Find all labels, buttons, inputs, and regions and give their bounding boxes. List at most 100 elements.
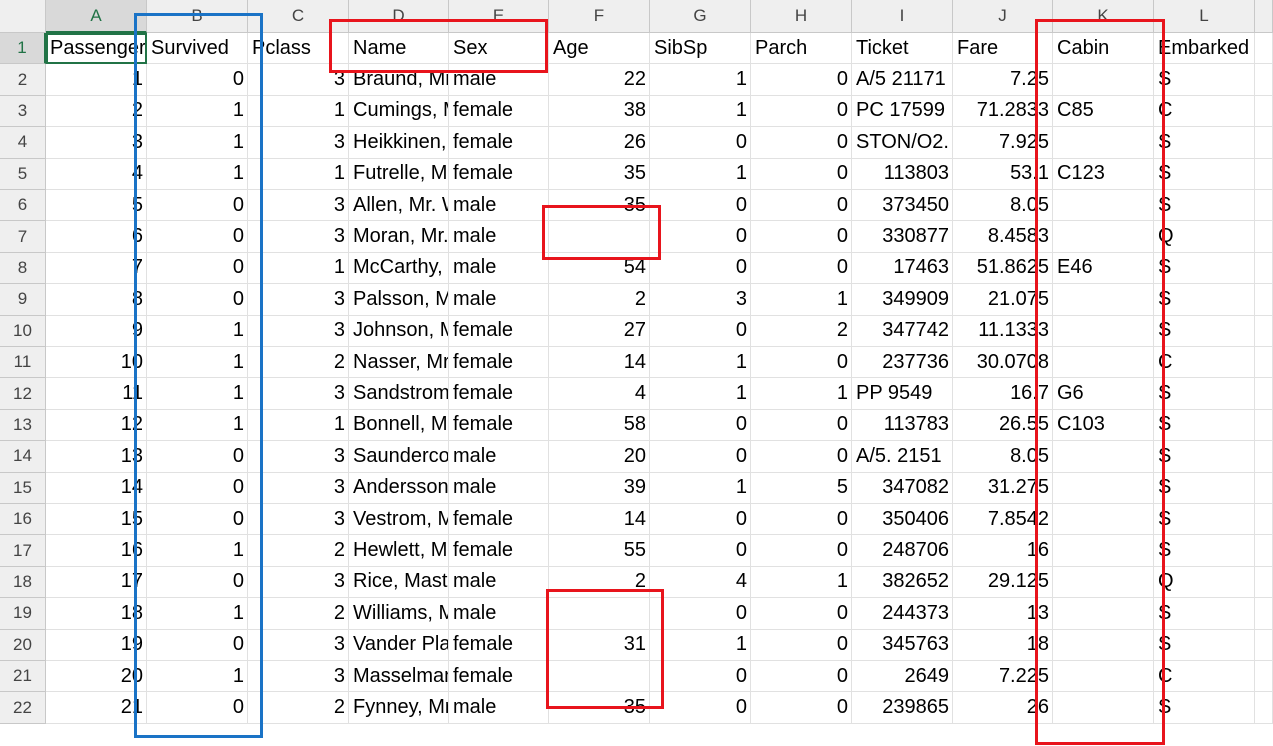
cell-k6[interactable] [1053,190,1154,222]
column-header-g[interactable]: G [650,0,751,33]
cell-f4[interactable]: 26 [549,127,650,159]
cell-l4[interactable]: S [1154,127,1255,159]
cell-b21[interactable]: 1 [147,661,248,693]
column-header-i[interactable]: I [852,0,953,33]
cell-j17[interactable]: 16 [953,535,1053,567]
row-header-12[interactable]: 12 [0,378,46,410]
cell-a7[interactable]: 6 [46,221,147,253]
column-header-l[interactable]: L [1154,0,1255,33]
cell-e15[interactable]: male [449,472,549,504]
cell-c14[interactable]: 3 [248,441,349,473]
cell-l8[interactable]: S [1154,252,1255,285]
cell-c16[interactable]: 3 [248,504,349,536]
cell-l18[interactable]: Q [1154,566,1255,599]
cell-b22[interactable]: 0 [147,692,248,724]
cell-l1[interactable]: Embarked [1154,33,1255,65]
cell-g19[interactable]: 0 [650,598,751,630]
cell-k4[interactable] [1053,127,1154,159]
cell-g2[interactable]: 1 [650,64,751,96]
cell-d10[interactable]: Johnson, Mrs. Oscar W [349,315,449,347]
cell-e9[interactable]: male [449,284,549,316]
cell-l2[interactable]: S [1154,64,1255,96]
cell-l20[interactable]: S [1154,629,1255,661]
cell-b5[interactable]: 1 [147,158,248,190]
cell-a12[interactable]: 11 [46,378,147,410]
cell-e22[interactable]: male [449,692,549,724]
cell-b17[interactable]: 1 [147,535,248,567]
cell-h8[interactable]: 0 [751,252,852,285]
cell-b12[interactable]: 1 [147,378,248,410]
cell-j16[interactable]: 7.8542 [953,504,1053,536]
cell-j19[interactable]: 13 [953,598,1053,630]
cell-b9[interactable]: 0 [147,284,248,316]
cell-e6[interactable]: male [449,190,549,222]
cell-e13[interactable]: female [449,409,549,442]
row-header-16[interactable]: 16 [0,504,46,536]
column-header-d[interactable]: D [349,0,449,33]
cell-k22[interactable] [1053,692,1154,724]
cell-f17[interactable]: 55 [549,535,650,567]
row-header-1[interactable]: 1 [0,33,46,65]
cell-b11[interactable]: 1 [147,347,248,379]
cell-g15[interactable]: 1 [650,472,751,504]
cell-l17[interactable]: S [1154,535,1255,567]
cell-k8[interactable]: E46 [1053,252,1154,285]
cell-b6[interactable]: 0 [147,190,248,222]
row-header-11[interactable]: 11 [0,347,46,379]
cell-f12[interactable]: 4 [549,378,650,410]
cell-a20[interactable]: 19 [46,629,147,661]
cell-a6[interactable]: 5 [46,190,147,222]
cell-d20[interactable]: Vander Planke, Mrs. Julius [349,629,449,661]
cell-d21[interactable]: Masselmani, Mrs. Fatima [349,661,449,693]
cell-g21[interactable]: 0 [650,661,751,693]
cell-e5[interactable]: female [449,158,549,190]
cell-i6[interactable]: 373450 [852,190,953,222]
cell-j9[interactable]: 21.075 [953,284,1053,316]
cell-i7[interactable]: 330877 [852,221,953,253]
cell-f10[interactable]: 27 [549,315,650,347]
cell-c11[interactable]: 2 [248,347,349,379]
cell-b1[interactable]: Survived [147,33,248,65]
cell-g6[interactable]: 0 [650,190,751,222]
cell-g13[interactable]: 0 [650,409,751,442]
cell-e17[interactable]: female [449,535,549,567]
cell-i22[interactable]: 239865 [852,692,953,724]
cell-c20[interactable]: 3 [248,629,349,661]
column-header-b[interactable]: B [147,0,248,33]
cell-e8[interactable]: male [449,252,549,285]
cell-j21[interactable]: 7.225 [953,661,1053,693]
cell-a21[interactable]: 20 [46,661,147,693]
cell-c6[interactable]: 3 [248,190,349,222]
cell-d3[interactable]: Cumings, Mrs. John Bradley [349,95,449,128]
cell-c19[interactable]: 2 [248,598,349,630]
cell-d5[interactable]: Futrelle, Mrs. Jacques Heath [349,158,449,190]
cell-f6[interactable]: 35 [549,190,650,222]
cell-c5[interactable]: 1 [248,158,349,190]
row-header-5[interactable]: 5 [0,158,46,190]
column-header-f[interactable]: F [549,0,650,33]
cell-d6[interactable]: Allen, Mr. William Henry [349,190,449,222]
cell-c21[interactable]: 3 [248,661,349,693]
row-header-10[interactable]: 10 [0,315,46,347]
cell-d16[interactable]: Vestrom, Miss. Hulda Amanda Adolfina [349,504,449,536]
cell-c13[interactable]: 1 [248,409,349,442]
row-header-21[interactable]: 21 [0,661,46,693]
cell-f21[interactable] [549,661,650,693]
cell-b8[interactable]: 0 [147,252,248,285]
row-header-14[interactable]: 14 [0,441,46,473]
cell-l22[interactable]: S [1154,692,1255,724]
cell-g9[interactable]: 3 [650,284,751,316]
cell-l15[interactable]: S [1154,472,1255,504]
cell-h19[interactable]: 0 [751,598,852,630]
cell-a11[interactable]: 10 [46,347,147,379]
cell-g7[interactable]: 0 [650,221,751,253]
cell-d7[interactable]: Moran, Mr. James [349,221,449,253]
cell-e19[interactable]: male [449,598,549,630]
cell-a19[interactable]: 18 [46,598,147,630]
cell-c12[interactable]: 3 [248,378,349,410]
cell-j12[interactable]: 16.7 [953,378,1053,410]
cell-j11[interactable]: 30.0708 [953,347,1053,379]
cell-k21[interactable] [1053,661,1154,693]
cell-i21[interactable]: 2649 [852,661,953,693]
cell-b2[interactable]: 0 [147,64,248,96]
